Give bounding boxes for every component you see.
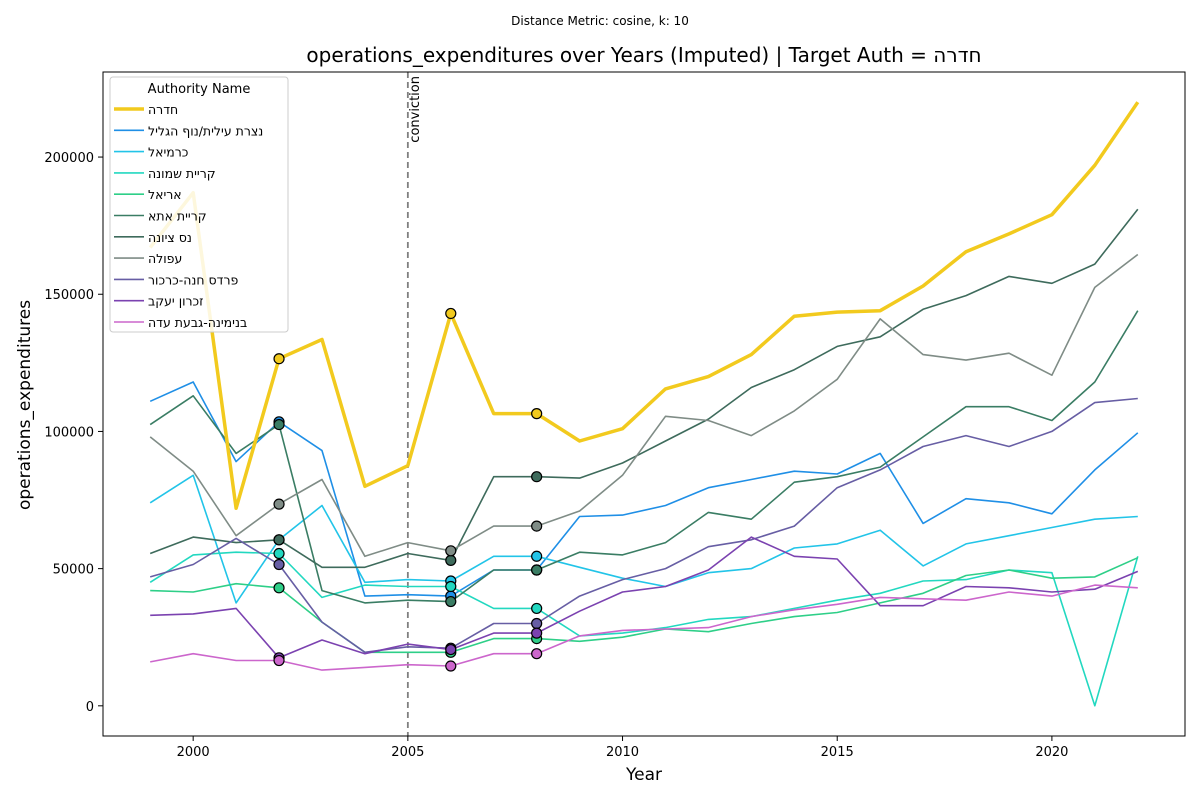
imputed-point: [531, 550, 543, 562]
series-line: [150, 584, 1138, 671]
imputed-point: [531, 408, 543, 420]
legend-label: קריית שמונה: [148, 166, 216, 181]
imputed-point: [273, 418, 285, 431]
y-tick-label: 50000: [53, 563, 94, 578]
imputed-point: [531, 602, 543, 615]
plot-area: 2000 2005 2010 2015 2020 0 50000 100000 150000 20…: [44, 71, 1186, 760]
imputed-point: [273, 534, 285, 546]
x-tick-label: 2010: [606, 745, 639, 760]
x-tick-label: 2020: [1035, 745, 1068, 760]
imputed-point: [531, 648, 543, 660]
conviction-label: conviction: [408, 76, 423, 143]
figure-suptitle: Distance Metric: cosine, k: 10: [511, 14, 689, 28]
series-line: [150, 556, 1139, 654]
chart-title: operations_expenditures over Years (Impu…: [306, 43, 981, 67]
imputed-point: [531, 471, 543, 483]
imputed-point: [445, 307, 457, 320]
x-tick-label: 2015: [821, 745, 854, 760]
series-line: [149, 310, 1139, 604]
imputed-point: [445, 580, 457, 593]
imputed-point: [273, 353, 285, 365]
x-tick-label: 2005: [391, 745, 424, 760]
legend-box: [109, 76, 289, 333]
y-tick-label: 150000: [44, 288, 94, 303]
imputed-point: [445, 554, 457, 566]
imputed-point: [531, 627, 543, 639]
imputed-point: [445, 660, 457, 672]
legend-title: Authority Name: [148, 82, 251, 97]
legend-label: נצרת עילית/נוף הגליל: [148, 123, 263, 138]
imputed-point: [531, 564, 543, 576]
series-line: [149, 253, 1139, 558]
legend-label: נס ציונה: [148, 230, 192, 245]
legend-label: זכרון יעקב: [148, 294, 204, 309]
x-axis-label: Year: [625, 765, 662, 785]
imputed-point: [531, 617, 543, 630]
y-axis-label: operations_expenditures: [15, 300, 35, 510]
series-line: [149, 474, 1138, 604]
y-tick-label: 200000: [44, 151, 94, 166]
series-line: [149, 208, 1139, 569]
series-line: [149, 381, 1139, 597]
legend-label: פרדס חנה-כרכור: [148, 272, 239, 287]
imputed-point: [273, 498, 285, 510]
series-line: [148, 101, 1140, 511]
imputed-point: [445, 595, 457, 608]
legend: Authority Name חדרה נצרת עילית/נוף הגליל כר…: [109, 76, 289, 333]
imputed-point: [273, 582, 285, 594]
series-line: [149, 397, 1138, 654]
series-line: [150, 536, 1139, 659]
y-tick-label: 0: [86, 700, 94, 715]
y-tick-label: 100000: [44, 425, 94, 440]
legend-label: כרמיאל: [148, 145, 188, 160]
imputed-point: [273, 654, 285, 667]
x-tick-label: 2000: [177, 745, 210, 760]
imputed-point: [445, 643, 457, 656]
legend-label: עפולה: [148, 251, 182, 266]
imputed-point: [273, 558, 285, 571]
imputed-point: [531, 520, 543, 532]
legend-label: בנימינה-גבעת עדה: [148, 315, 247, 330]
legend-label: חדרה: [148, 102, 178, 117]
legend-label: אריאל: [148, 187, 182, 202]
imputed-point: [445, 545, 457, 557]
axes-frame: [102, 71, 1186, 737]
legend-label: קריית אתא: [148, 209, 207, 224]
imputed-point: [273, 547, 285, 560]
